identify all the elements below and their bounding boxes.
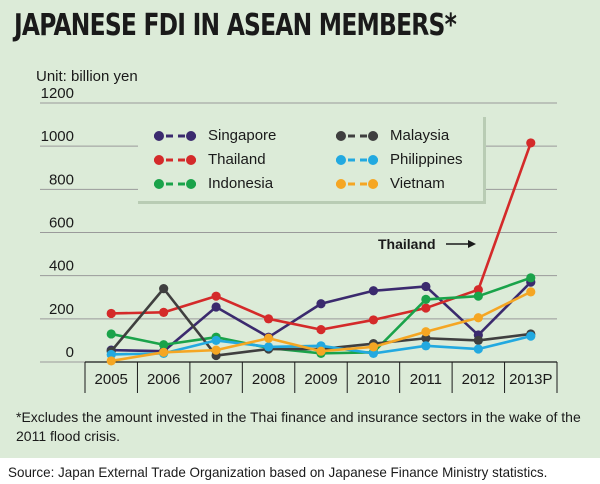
point-thailand-2006	[159, 307, 169, 317]
point-indonesia-2006	[159, 340, 169, 350]
y-tick-label: 400	[49, 258, 74, 275]
point-philippines-2008	[263, 342, 274, 352]
point-vietnam-2009	[316, 346, 326, 356]
point-malaysia-2006	[159, 284, 169, 294]
x-tick-label: 2005	[95, 371, 128, 388]
legend-item-philippines: Philippines	[334, 151, 463, 168]
point-vietnam-2006	[159, 347, 169, 357]
legend-label: Philippines	[390, 151, 463, 168]
footnote: *Excludes the amount invested in the Tha…	[16, 409, 581, 444]
series-lines	[106, 138, 536, 366]
point-vietnam-2010	[368, 342, 379, 352]
legend-item-vietnam: Vietnam	[334, 175, 445, 192]
point-malaysia-2012	[473, 335, 483, 346]
point-singapore-2009	[316, 299, 326, 309]
legend-item-singapore: Singapore	[152, 127, 276, 144]
point-vietnam-2005	[106, 356, 116, 366]
legend-swatch	[154, 130, 196, 141]
x-tick-label: 2011	[410, 371, 442, 388]
point-thailand-2010	[368, 315, 379, 325]
point-thailand-2012	[473, 285, 483, 295]
source-note: Source: Japan External Trade Organizatio…	[8, 464, 548, 480]
legend-label: Singapore	[208, 127, 277, 144]
point-philippines-2005	[106, 349, 116, 360]
legend-label: Indonesia	[208, 175, 274, 192]
point-malaysia-2011	[421, 333, 431, 343]
point-indonesia-2005	[106, 329, 116, 339]
point-vietnam-2011	[421, 327, 431, 337]
y-tick-label: 200	[49, 301, 74, 318]
series-thailand	[106, 138, 536, 335]
legend-item-indonesia: Indonesia	[152, 175, 273, 192]
point-philippines-2012	[473, 344, 483, 354]
point-vietnam-2013P	[526, 287, 536, 297]
point-indonesia-2012	[473, 291, 483, 301]
x-tick-label: 2012	[462, 371, 495, 388]
y-tick-label: 600	[49, 215, 74, 232]
point-indonesia-2011	[421, 294, 431, 305]
legend: Singapore Thailand Indonesia Malaysia Philip…	[138, 117, 486, 204]
point-vietnam-2007	[211, 345, 221, 355]
point-thailand-2009	[316, 325, 326, 335]
y-axis-ticks: 0 200 400 600 800 1000 1200	[41, 85, 74, 361]
chart-title: JAPANESE FDI IN ASEAN MEMBERS*	[14, 8, 457, 43]
point-singapore-2007	[211, 302, 221, 312]
legend-swatch	[154, 178, 196, 189]
annotation-thailand: Thailand	[378, 236, 436, 252]
y-tick-label: 800	[49, 171, 74, 188]
x-tick-label: 2013P	[509, 371, 552, 388]
legend-swatch	[336, 130, 378, 141]
unit-label: Unit: billion yen	[36, 68, 138, 85]
annotation-arrowhead	[468, 240, 476, 248]
point-thailand-2013P	[526, 138, 536, 148]
x-tick-label: 2008	[252, 371, 285, 388]
x-tick-label: 2009	[304, 371, 337, 388]
y-tick-label: 0	[66, 344, 74, 361]
y-tick-label: 1000	[41, 128, 74, 145]
y-tick-label: 1200	[41, 85, 74, 102]
point-vietnam-2008	[263, 333, 274, 343]
x-tick-label: 2007	[199, 371, 232, 388]
point-thailand-2008	[263, 314, 274, 324]
x-tick-label: 2010	[357, 371, 390, 388]
point-philippines-2007	[211, 335, 221, 346]
legend-label: Vietnam	[390, 175, 445, 192]
point-philippines-2013P	[526, 331, 536, 341]
annotation: Thailand	[378, 236, 476, 252]
legend-swatch	[154, 154, 196, 165]
series-vietnam	[106, 287, 536, 366]
legend-label: Malaysia	[390, 127, 450, 144]
point-thailand-2007	[211, 291, 221, 301]
x-tick-label: 2006	[147, 371, 180, 388]
legend-label: Thailand	[208, 151, 266, 168]
point-philippines-2011	[421, 341, 431, 351]
point-philippines-2010	[368, 348, 379, 358]
point-singapore-2011	[421, 281, 431, 292]
point-thailand-2011	[421, 303, 431, 313]
point-vietnam-2012	[473, 313, 483, 323]
point-indonesia-2013P	[526, 273, 536, 283]
x-axis-ticks: 2005 2006 2007 2008 2009 2010 2011 2012 2013P	[84, 361, 558, 393]
point-thailand-2005	[106, 308, 116, 319]
legend-swatch	[336, 154, 378, 165]
legend-item-thailand: Thailand	[152, 151, 266, 168]
point-singapore-2010	[368, 286, 379, 296]
legend-swatch	[336, 178, 378, 189]
legend-item-malaysia: Malaysia	[334, 127, 449, 144]
